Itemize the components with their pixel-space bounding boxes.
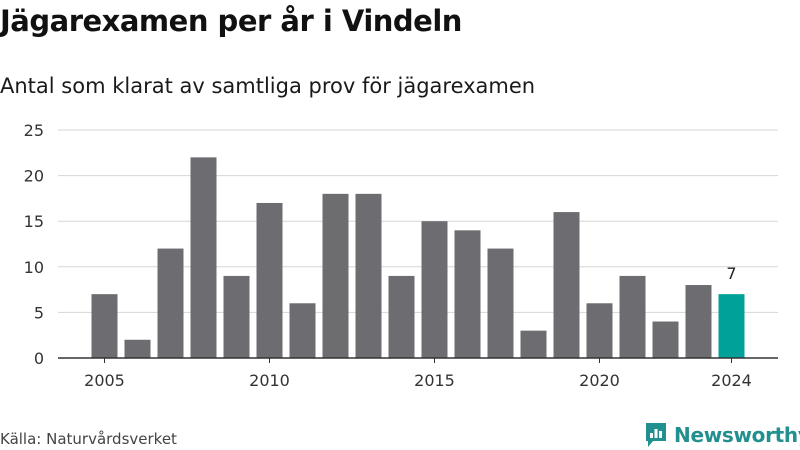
bar-2018: [520, 330, 547, 358]
bar-2022: [652, 321, 679, 358]
bar-2016: [454, 230, 481, 358]
data-labels: 7: [726, 264, 736, 283]
bar-2005: [91, 294, 118, 358]
y-tick-label: 0: [34, 349, 44, 368]
x-axis-ticks: 2005 2010 2015 2020 2024: [84, 358, 752, 390]
bar-2009: [223, 275, 250, 358]
bar-2015: [421, 221, 448, 358]
data-label: 7: [726, 264, 736, 283]
bar-2024: [718, 294, 745, 358]
brand-name: Newsworthy: [674, 423, 800, 447]
bar-2011: [289, 303, 316, 358]
bar-2023: [685, 285, 712, 358]
y-tick-label: 25: [24, 121, 44, 140]
x-tick-label: 2010: [249, 371, 290, 390]
chart-subtitle: Antal som klarat av samtliga prov för jä…: [0, 74, 536, 98]
newsworthy-logo-icon: [646, 423, 666, 447]
x-tick-label: 2020: [579, 371, 620, 390]
chart-title: Jägarexamen per år i Vindeln: [0, 4, 462, 38]
bar-2006: [124, 339, 151, 358]
bar-2019: [553, 212, 580, 358]
bars: [91, 157, 745, 358]
y-axis-ticks: 0 5 10 15 20 25: [24, 121, 44, 368]
source-note: Källa: Naturvårdsverket: [0, 430, 177, 448]
x-tick-label: 2015: [414, 371, 455, 390]
y-tick-label: 5: [34, 303, 44, 322]
x-tick-label: 2024: [711, 371, 752, 390]
bar-2013: [355, 193, 382, 358]
bar-chart: 0 5 10 15 20 25 2005 2010 2015 2020 2024 7: [24, 121, 778, 390]
y-tick-label: 15: [24, 212, 44, 231]
bar-2010: [256, 202, 283, 358]
y-tick-label: 10: [24, 258, 44, 277]
bar-2012: [322, 193, 349, 358]
bar-2014: [388, 275, 415, 358]
x-tick-label: 2005: [84, 371, 125, 390]
bar-2017: [487, 248, 514, 358]
bar-2021: [619, 275, 646, 358]
bar-2008: [190, 157, 217, 358]
bar-2007: [157, 248, 184, 358]
brand-logo: Newsworthy: [644, 420, 800, 450]
bar-2020: [586, 303, 613, 358]
y-tick-label: 20: [24, 167, 44, 186]
